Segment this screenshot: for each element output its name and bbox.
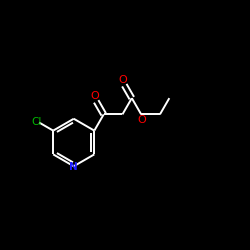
Text: O: O bbox=[90, 91, 99, 101]
Text: O: O bbox=[137, 115, 146, 125]
Text: O: O bbox=[118, 75, 127, 85]
Text: Cl: Cl bbox=[31, 117, 41, 127]
Text: N: N bbox=[70, 162, 78, 172]
